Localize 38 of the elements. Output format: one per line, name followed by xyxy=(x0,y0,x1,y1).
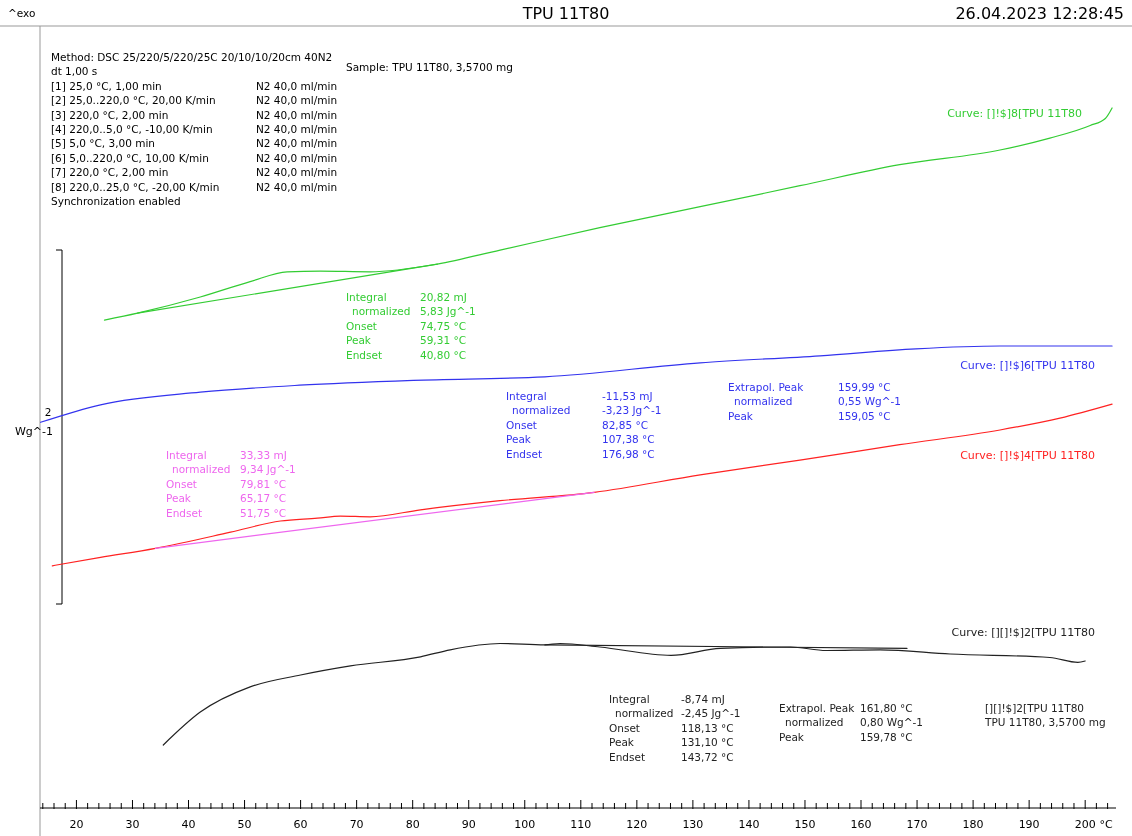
x-tick-label: 120 xyxy=(626,818,648,831)
x-tick-label: 30 xyxy=(125,818,140,831)
x-tick-label: 190 xyxy=(1018,818,1040,831)
text: Extrapol. Peak 159,99 °C normalized 0,55 Wg^-1 Peak 159,05 °C xyxy=(728,381,902,422)
x-axis-title: °C xyxy=(1099,818,1113,831)
x-tick-label: 150 xyxy=(794,818,816,831)
text: ^exo xyxy=(8,7,36,19)
series-label: Curve: []!$]4[TPU 11T80 xyxy=(960,449,1095,462)
x-tick-label: 200 xyxy=(1074,818,1096,831)
text: Method: DSC 25/220/5/220/25C 20/10/10/20cm 40N2 dt 1,00 s [1] 25,0 °C, 1,00 min N2 40,0 ml/min [2] 25,0..220,0 °C, 20,00 K/min N2 40,0 ml/min [3] 220,0 °C, 2,00 min N2 40,0 ml/min [4] 220,0..5,0 °C, -10,00 K/min N2 40,0 ml/min [5] 5,0 °C, 3,00 min N2 40,0 ml/min [6] 5,0..220,0 °C, 10,00 K/min N2 40,0 ml/min [7] 220,0 °C, 2,00 min N2 40,0 ml/min [8] 220,0..25,0 °C, -20,00 K/min N2 40,0 ml/min Synchronization enabled xyxy=(51,51,338,207)
annotation: [][]!$]2[TPU 11T80 TPU 11T80, 3,5700 mg xyxy=(984,702,1106,729)
x-tick-label: 20 xyxy=(69,818,84,831)
text: Integral 20,82 mJ normalized 5,83 Jg^-1 Onset 74,75 °C Peak 59,31 °C Endset 40,80 °C xyxy=(346,291,476,361)
text: Integral 33,33 mJ normalized 9,34 Jg^-1 Onset 79,81 °C Peak 65,17 °C Endset 51,75 °C xyxy=(166,449,296,519)
y-axis-title: Wg^-1 xyxy=(14,425,54,438)
x-tick-label: 50 xyxy=(237,818,252,831)
text: Extrapol. Peak 161,80 °C normalized 0,80 Wg^-1 Peak 159,78 °C xyxy=(779,702,924,743)
annotation: 2 xyxy=(44,406,52,418)
chart-subtitle: 26.04.2023 12:28:45 xyxy=(955,4,1124,23)
series-label: Curve: [][]!$]2[TPU 11T80 xyxy=(951,626,1095,639)
x-tick-label: 100 xyxy=(514,818,536,831)
x-tick-label: 40 xyxy=(181,818,196,831)
x-tick-label: 160 xyxy=(850,818,872,831)
series-label: Curve: []!$]6[TPU 11T80 xyxy=(960,359,1095,372)
chart-title: TPU 11T80 xyxy=(521,4,610,23)
x-tick-label: 170 xyxy=(906,818,928,831)
text: Integral -11,53 mJ normalized -3,23 Jg^-1 Onset 82,85 °C Peak 107,38 °C Endset 176,98 °C xyxy=(506,390,662,460)
text: Sample: TPU 11T80, 3,5700 mg xyxy=(346,61,513,73)
x-tick-label: 60 xyxy=(293,818,308,831)
x-tick-label: 110 xyxy=(570,818,592,831)
x-tick-label: 180 xyxy=(962,818,984,831)
text: Integral -8,74 mJ normalized -2,45 Jg^-1 Onset 118,13 °C Peak 131,10 °C Endset 143,72 °C xyxy=(609,693,741,763)
x-tick-label: 130 xyxy=(682,818,704,831)
x-tick-label: 140 xyxy=(738,818,760,831)
x-tick-label: 70 xyxy=(349,818,364,831)
x-tick-label: 80 xyxy=(405,818,420,831)
series-label: Curve: []!$]8[TPU 11T80 xyxy=(947,107,1082,120)
x-tick-label: 90 xyxy=(461,818,476,831)
